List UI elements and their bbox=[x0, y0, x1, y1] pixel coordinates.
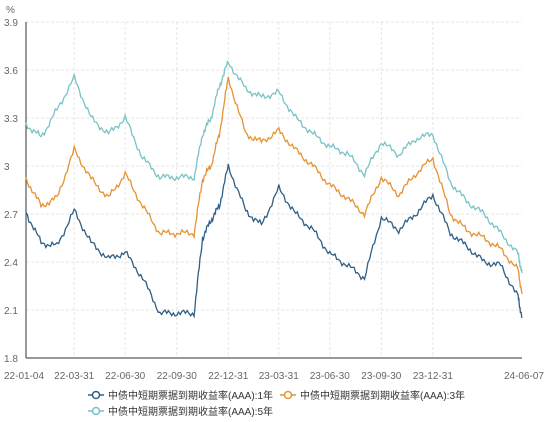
x-tick-label: 23-06-30 bbox=[310, 371, 350, 382]
y-tick-label: 3 bbox=[4, 162, 10, 173]
x-tick-label: 23-12-31 bbox=[413, 371, 453, 382]
legend-label: 中债中短期票据到期收益率(AAA):3年 bbox=[300, 389, 465, 402]
legend-marker-icon bbox=[283, 390, 293, 400]
x-tick-label: 23-03-31 bbox=[259, 371, 299, 382]
x-tick-label: 22-01-04 bbox=[4, 371, 44, 382]
legend-label: 中债中短期票据到期收益率(AAA):5年 bbox=[108, 405, 273, 418]
y-axis-unit: % bbox=[6, 5, 15, 16]
series-line-2 bbox=[25, 76, 523, 295]
legend-item-1[interactable]: 中债中短期票据到期收益率(AAA):1年 bbox=[88, 389, 273, 402]
y-tick-label: 3.6 bbox=[4, 66, 18, 77]
y-tick-label: 3.3 bbox=[4, 114, 18, 125]
y-tick-label: 2.1 bbox=[4, 306, 18, 317]
x-tick-label: 22-09-30 bbox=[157, 371, 197, 382]
legend-marker-icon bbox=[91, 406, 101, 416]
series-line-1 bbox=[25, 163, 523, 319]
series-lines bbox=[25, 59, 523, 319]
legend-item-2[interactable]: 中债中短期票据到期收益率(AAA):3年 bbox=[280, 389, 465, 402]
legend-label: 中债中短期票据到期收益率(AAA):1年 bbox=[108, 389, 273, 402]
y-tick-label: 1.8 bbox=[4, 354, 18, 365]
y-tick-label: 3.9 bbox=[4, 18, 18, 29]
series-line-3 bbox=[25, 59, 523, 274]
x-tick-label: 22-03-31 bbox=[54, 371, 94, 382]
legend[interactable]: 中债中短期票据到期收益率(AAA):1年 中债中短期票据到期收益率(AAA):3年… bbox=[88, 389, 465, 418]
grid-lines bbox=[26, 21, 522, 359]
x-tick-label: 24-06-07 bbox=[504, 371, 544, 382]
y-axis-tick-labels: 1.8 2.1 2.4 2.7 3 3.3 3.6 3.9 bbox=[4, 18, 18, 365]
x-tick-label: 22-12-31 bbox=[208, 371, 248, 382]
y-tick-label: 2.7 bbox=[4, 210, 18, 221]
x-tick-label: 22-06-30 bbox=[105, 371, 145, 382]
x-tick-label: 23-09-30 bbox=[361, 371, 401, 382]
y-tick-label: 2.4 bbox=[4, 258, 18, 269]
legend-marker-icon bbox=[91, 390, 101, 400]
legend-item-3[interactable]: 中债中短期票据到期收益率(AAA):5年 bbox=[88, 405, 273, 418]
x-axis-tick-labels: 22-01-04 22-03-31 22-06-30 22-09-30 22-12-31… bbox=[4, 371, 544, 382]
axes bbox=[25, 22, 522, 359]
